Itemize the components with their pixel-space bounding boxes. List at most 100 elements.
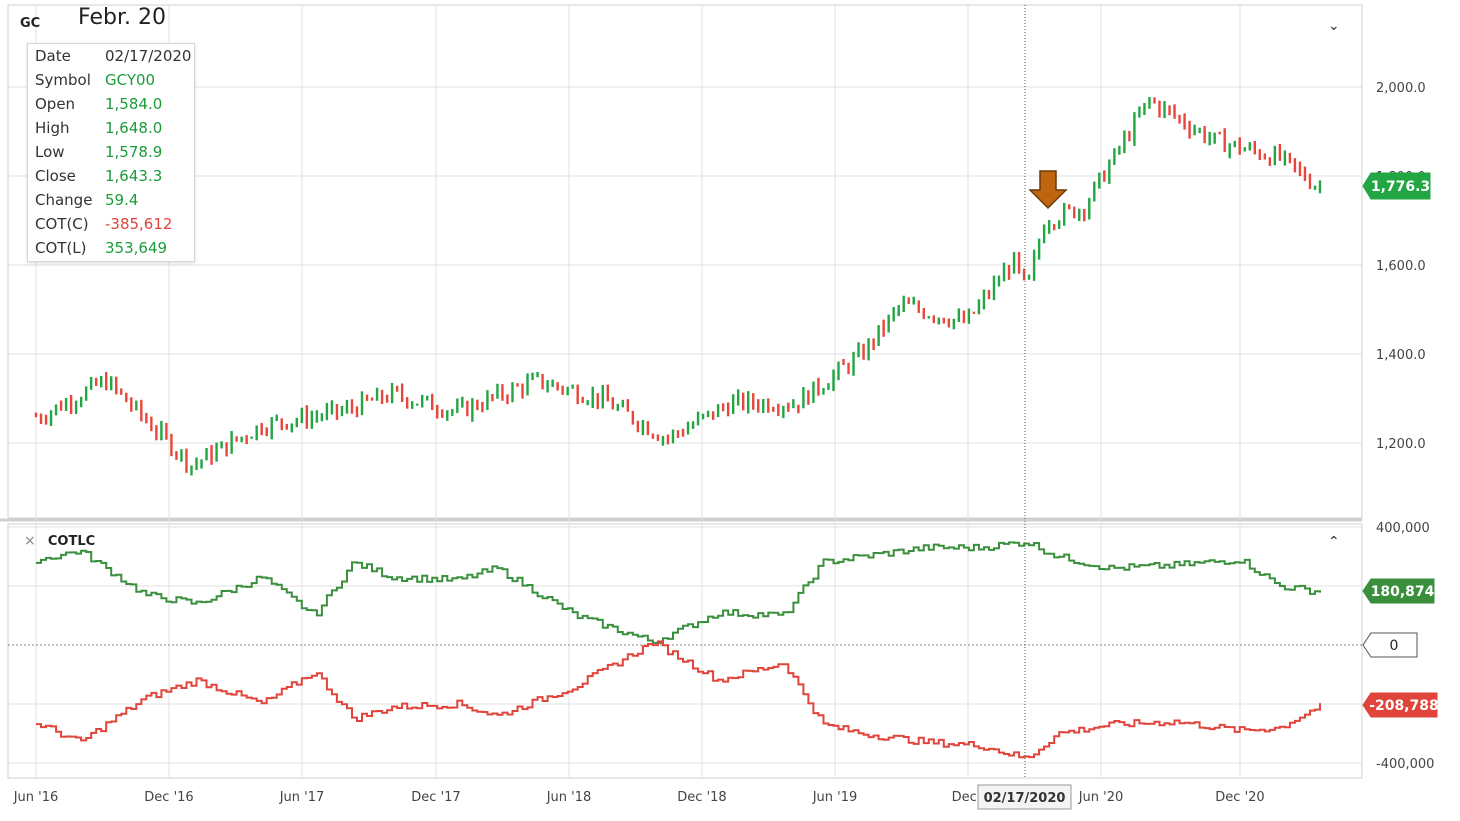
- price-candle[interactable]: [345, 399, 349, 414]
- price-candle[interactable]: [867, 338, 870, 361]
- price-candle[interactable]: [355, 406, 359, 418]
- price-candle[interactable]: [225, 442, 228, 457]
- price-candle[interactable]: [1198, 127, 1201, 134]
- price-candle[interactable]: [902, 295, 905, 312]
- price-candle[interactable]: [390, 382, 394, 404]
- price-candle[interactable]: [1203, 126, 1206, 144]
- price-candle[interactable]: [1088, 197, 1091, 220]
- price-candle[interactable]: [59, 400, 63, 411]
- price-candle[interactable]: [556, 382, 559, 391]
- price-candle[interactable]: [195, 457, 198, 471]
- price-candle[interactable]: [1283, 150, 1287, 166]
- price-candle[interactable]: [115, 376, 118, 395]
- price-candle[interactable]: [330, 400, 334, 415]
- price-candle[interactable]: [892, 307, 895, 322]
- price-candle[interactable]: [1248, 142, 1251, 151]
- price-candle[interactable]: [54, 404, 58, 416]
- price-candle[interactable]: [987, 289, 991, 300]
- price-candle[interactable]: [160, 420, 163, 441]
- price-candle[interactable]: [726, 402, 730, 417]
- price-candle[interactable]: [797, 404, 800, 414]
- price-candle[interactable]: [431, 393, 434, 411]
- price-candle[interactable]: [200, 459, 203, 469]
- price-candle[interactable]: [74, 400, 78, 414]
- price-candle[interactable]: [175, 451, 178, 460]
- price-candle[interactable]: [1138, 106, 1141, 118]
- price-candle[interactable]: [290, 423, 293, 433]
- price-candle[interactable]: [1193, 124, 1196, 136]
- price-candle[interactable]: [701, 413, 705, 420]
- price-candle[interactable]: [461, 396, 464, 408]
- price-candle[interactable]: [611, 397, 614, 410]
- price-candle[interactable]: [125, 392, 128, 403]
- price-candle[interactable]: [1078, 208, 1081, 222]
- price-candle[interactable]: [436, 404, 439, 419]
- price-candle[interactable]: [802, 387, 805, 409]
- price-candle[interactable]: [1303, 166, 1307, 182]
- price-candle[interactable]: [265, 427, 268, 437]
- price-candle[interactable]: [155, 425, 158, 441]
- price-candle[interactable]: [997, 275, 1001, 287]
- price-candle[interactable]: [731, 394, 735, 414]
- price-candle[interactable]: [49, 410, 53, 426]
- price-candle[interactable]: [64, 397, 68, 411]
- price-candle[interactable]: [400, 383, 404, 402]
- price-candle[interactable]: [486, 390, 489, 410]
- price-candle[interactable]: [105, 372, 108, 391]
- price-candle[interactable]: [1258, 149, 1262, 161]
- price-candle[interactable]: [927, 316, 930, 319]
- price-candle[interactable]: [476, 399, 479, 411]
- price-candle[interactable]: [752, 393, 755, 410]
- price-candle[interactable]: [621, 399, 625, 408]
- cot-comm-line[interactable]: [36, 640, 1321, 759]
- price-candle[interactable]: [270, 417, 273, 440]
- price-candle[interactable]: [711, 411, 715, 420]
- price-candle[interactable]: [150, 416, 153, 432]
- price-candle[interactable]: [100, 375, 103, 388]
- chevron-up-icon[interactable]: ⌃: [1328, 534, 1340, 550]
- price-candle[interactable]: [992, 275, 996, 301]
- price-candle[interactable]: [807, 390, 810, 405]
- price-candle[interactable]: [922, 308, 925, 320]
- price-candle[interactable]: [456, 398, 459, 414]
- price-candle[interactable]: [1042, 224, 1046, 244]
- price-candle[interactable]: [506, 394, 509, 405]
- cot-long-line[interactable]: [36, 541, 1321, 644]
- price-candle[interactable]: [360, 391, 364, 416]
- price-candle[interactable]: [982, 289, 986, 310]
- price-candle[interactable]: [626, 399, 630, 412]
- price-candle[interactable]: [1012, 252, 1016, 274]
- price-candle[interactable]: [787, 402, 790, 412]
- price-candle[interactable]: [716, 404, 720, 418]
- price-candle[interactable]: [350, 399, 354, 414]
- price-candle[interactable]: [917, 300, 920, 313]
- price-candle[interactable]: [616, 403, 620, 412]
- price-candle[interactable]: [325, 402, 329, 421]
- price-candle[interactable]: [370, 397, 374, 401]
- price-candle[interactable]: [822, 388, 825, 395]
- price-candle[interactable]: [516, 383, 519, 387]
- price-candle[interactable]: [1253, 140, 1256, 155]
- price-candle[interactable]: [240, 436, 243, 443]
- price-candle[interactable]: [591, 386, 594, 408]
- price-candle[interactable]: [757, 399, 760, 413]
- price-candle[interactable]: [767, 398, 770, 413]
- price-candle[interactable]: [275, 414, 278, 422]
- price-candle[interactable]: [410, 401, 414, 409]
- price-candle[interactable]: [375, 387, 379, 401]
- price-candle[interactable]: [380, 389, 384, 404]
- price-candle[interactable]: [1047, 220, 1051, 234]
- price-candle[interactable]: [1218, 131, 1221, 135]
- price-candle[interactable]: [1022, 268, 1026, 281]
- price-candle[interactable]: [1153, 97, 1156, 104]
- price-candle[interactable]: [857, 342, 860, 358]
- price-candle[interactable]: [957, 308, 961, 322]
- price-candle[interactable]: [180, 449, 183, 462]
- price-candle[interactable]: [135, 400, 138, 411]
- price-candle[interactable]: [1208, 131, 1211, 146]
- price-candle[interactable]: [777, 403, 780, 416]
- price-candle[interactable]: [1288, 152, 1292, 164]
- price-candle[interactable]: [426, 395, 429, 401]
- price-candle[interactable]: [521, 383, 524, 399]
- price-candle[interactable]: [451, 408, 454, 416]
